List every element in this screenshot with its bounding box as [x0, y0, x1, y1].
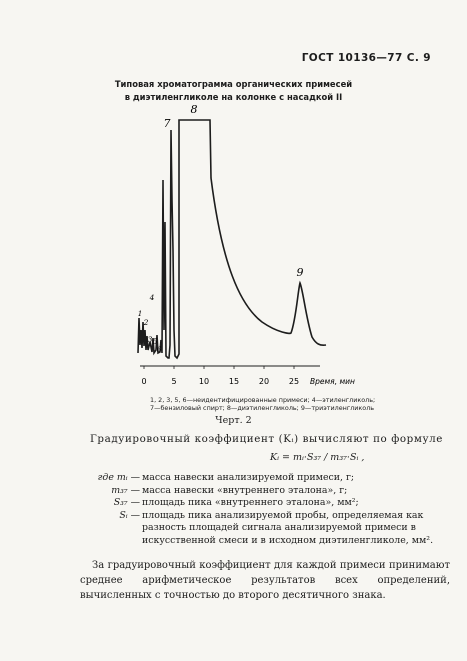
peak-label-3: 3 [148, 335, 153, 344]
definition-text: масса навески анализируемой примеси, г; [142, 472, 355, 483]
page-header: ГОСТ 10136—77 С. 9 [301, 52, 431, 64]
figure-caption-line-1: 1, 2, 3, 5, 6—неидентифицированные приме… [150, 396, 376, 404]
peak-label-8: 8 [191, 103, 198, 116]
x-tick-labels: 0 5 10 15 20 25 [141, 377, 299, 386]
figure-title-line-2: в диэтиленгликоле на колонке с насадкой … [124, 92, 343, 102]
x-tick-label: 0 [141, 377, 146, 386]
figure-title-line-1: Типовая хроматограмма органических приме… [114, 79, 353, 89]
x-tick-label: 20 [259, 377, 269, 386]
peak-label-9: 9 [297, 266, 304, 279]
peak-label-6: 6 [157, 345, 162, 354]
definition-row: m₃₇ — масса навески «внутреннего эталона… [80, 485, 446, 498]
definition-symbol: Sᵢ — [119, 509, 140, 521]
x-axis [140, 365, 320, 369]
x-tick-label: 15 [229, 377, 239, 386]
paragraph-formula-intro: Градуировочный коэффициент (Kᵢ) вычисляю… [90, 433, 443, 445]
definition-row: Sᵢ — площадь пика анализируемой пробы, о… [80, 510, 446, 548]
x-axis-label: Время, мин [310, 377, 355, 386]
definition-symbol: где mᵢ — [97, 472, 140, 483]
peak-label-2: 2 [143, 318, 149, 327]
definition-text: площадь пика «внутреннего эталона», мм²; [142, 497, 359, 509]
paragraph-conclusion: За градуировочный коэффициент для каждой… [80, 560, 450, 601]
definition-text: площадь пика анализируемой пробы, опреде… [142, 509, 434, 546]
x-tick-label: 10 [199, 377, 209, 386]
definition-row: S₃₇ — площадь пика «внутреннего эталона»… [80, 497, 446, 510]
x-tick-label: 25 [289, 377, 299, 386]
definition-list: где mᵢ — масса навески анализируемой при… [80, 472, 446, 548]
definition-symbol: S₃₇ — [113, 497, 140, 509]
definition-row: где mᵢ — масса навески анализируемой при… [80, 472, 446, 485]
peak-label-7: 7 [164, 117, 171, 130]
figure-caption-line-2: 7—бензиловый спирт; 8—диэтиленгликоль; 9… [150, 404, 375, 412]
definition-symbol: m₃₇ — [111, 484, 140, 496]
peak-label-5: 5 [153, 337, 158, 346]
formula: Kᵢ = mᵢ·S₃₇ / m₃₇·Sᵢ , [270, 452, 365, 463]
x-tick-label: 5 [171, 377, 176, 386]
figure-label: Черт. 2 [215, 415, 252, 426]
chromatogram-trace [137, 119, 327, 360]
definition-text: масса навески «внутреннего эталона», г; [142, 484, 348, 496]
peak-label-1: 1 [138, 309, 143, 318]
peak-label-4: 4 [149, 293, 155, 302]
